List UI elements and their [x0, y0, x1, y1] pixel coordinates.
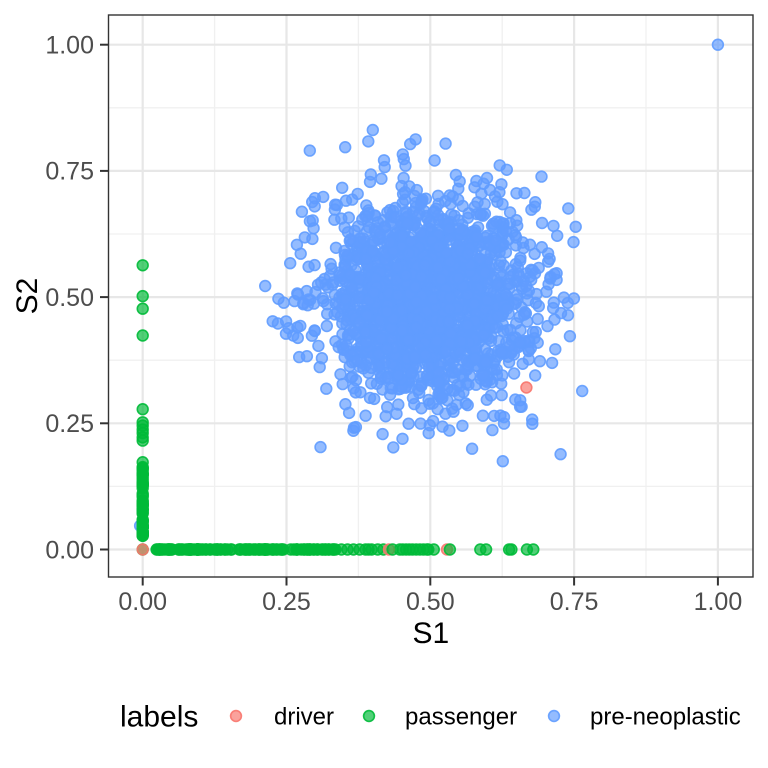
svg-text:0.50: 0.50 [406, 588, 455, 616]
svg-text:0.25: 0.25 [262, 588, 311, 616]
svg-text:driver: driver [274, 704, 334, 731]
svg-text:0.75: 0.75 [550, 588, 599, 616]
svg-text:pre-neoplastic: pre-neoplastic [590, 704, 741, 731]
svg-text:labels: labels [120, 701, 198, 734]
svg-text:0.00: 0.00 [118, 588, 167, 616]
svg-text:0.25: 0.25 [45, 410, 94, 438]
svg-text:1.00: 1.00 [45, 32, 94, 60]
svg-text:0.50: 0.50 [45, 284, 94, 312]
svg-text:S2: S2 [11, 278, 44, 315]
svg-text:0.00: 0.00 [45, 536, 94, 564]
svg-text:passenger: passenger [405, 704, 517, 731]
svg-text:S1: S1 [412, 617, 449, 650]
svg-text:1.00: 1.00 [694, 588, 743, 616]
svg-text:0.75: 0.75 [45, 158, 94, 186]
